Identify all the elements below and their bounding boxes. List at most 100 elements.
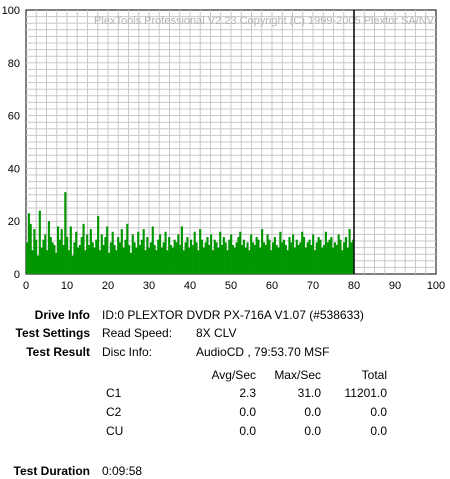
c1-error-bar (58, 239, 61, 274)
c1-error-bar (299, 242, 302, 274)
c1-error-bar (228, 239, 231, 274)
c1-error-bar (268, 239, 271, 274)
c1-error-bar (304, 247, 307, 274)
drive-info-value: ID:0 PLEXTOR DVDR PX-716A V1.07 (#538633… (102, 308, 364, 322)
test-settings-label: Test Settings (15, 326, 90, 340)
c1-error-bar (230, 234, 233, 274)
c1-error-bar (341, 250, 344, 274)
c1-error-bar (222, 237, 225, 274)
c1-error-bar (142, 229, 145, 274)
c1-error-bar (288, 237, 291, 274)
c1-error-bar (75, 231, 78, 274)
c1-error-bar (317, 237, 320, 274)
c1-error-bar (275, 244, 278, 274)
c1-error-bar (42, 239, 45, 274)
c1-error-bar (128, 244, 131, 274)
c1-error-bar (324, 231, 327, 274)
c1-error-bar (160, 247, 163, 274)
c1-error-bar (261, 229, 264, 274)
c1-error-bar (295, 239, 298, 274)
c1-error-bar (188, 247, 191, 274)
c1-error-bar (315, 242, 318, 274)
c1-error-bar (100, 234, 103, 274)
c1-error-bar (56, 226, 60, 274)
c1-error-bar (180, 226, 184, 274)
x-tick-label: 10 (61, 280, 73, 292)
c1-error-bar (202, 247, 205, 274)
c1-error-bar (33, 229, 36, 274)
test-duration-label: Test Duration (13, 464, 90, 478)
c1-error-bar (89, 229, 92, 274)
c1-error-bar (350, 242, 353, 274)
c1-error-bar (286, 250, 289, 274)
c1-error-bar (47, 221, 50, 274)
c1-error-bar (166, 250, 169, 274)
c1-error-bar (219, 231, 222, 274)
avg-per-sec-header: Avg/Sec (211, 368, 256, 382)
c1-error-bar (277, 247, 280, 274)
c1-error-bar (115, 250, 118, 274)
c1-error-bar (157, 239, 160, 274)
c1-error-bar (151, 226, 154, 274)
c1-error-bar (281, 242, 284, 274)
c1-error-bar (210, 234, 213, 274)
c1-error-bar (126, 223, 129, 274)
total-header: Total (361, 368, 387, 382)
c1-error-bar (231, 244, 235, 274)
c1-error-bar (102, 244, 105, 274)
c1-error-bar (124, 239, 127, 274)
c1-error-bar (217, 247, 220, 274)
y-tick-label: 0 (14, 269, 20, 281)
c1-error-bar (117, 237, 120, 274)
c1-error-bar (95, 239, 98, 274)
x-tick-label: 70 (307, 280, 319, 292)
c1-error-bar (175, 242, 178, 274)
c1-error-bar (168, 237, 171, 274)
cu-max-value: 0.0 (304, 424, 321, 438)
c1-error-bar (191, 244, 194, 274)
c1-error-bar (208, 244, 211, 274)
x-tick-label: 0 (23, 280, 29, 292)
c1-error-bar (220, 244, 224, 274)
c1-error-bar (226, 250, 229, 274)
c1-error-bar (257, 239, 260, 274)
c1-error-bar (97, 215, 100, 274)
disc-info-value: AudioCD , 79:53.70 MSF (196, 345, 330, 359)
c1-error-bar (149, 242, 153, 274)
y-tick-label: 80 (8, 58, 20, 70)
c1-error-bar (169, 244, 173, 274)
c1-error-bar (69, 226, 72, 274)
c1-error-bar (233, 247, 236, 274)
c1-error-bar (335, 244, 338, 274)
c1-error-bar (38, 210, 41, 274)
x-tick-label: 100 (427, 280, 445, 292)
c1-error-bar (211, 250, 214, 274)
c1-error-bar (148, 247, 151, 274)
x-tick-label: 40 (184, 280, 196, 292)
c1-error-bar (36, 255, 40, 274)
c1-error-bar (108, 252, 111, 274)
c2-avg-value: 0.0 (239, 405, 256, 419)
c1-error-bar (131, 234, 134, 274)
c1-row-label: C1 (106, 386, 122, 400)
c1-error-bar (308, 239, 311, 274)
c1-error-bar (26, 242, 29, 274)
c1-error-bar (310, 244, 313, 274)
c1-error-bars (26, 192, 355, 274)
c1-error-bar (182, 250, 185, 274)
c1-error-bar (35, 239, 38, 274)
c1-error-bar (133, 242, 136, 274)
c1-error-bar (241, 244, 244, 274)
c1-error-bar (113, 244, 116, 274)
axis-tick-labels: 0 10 20 30 40 50 60 70 80 90 100 0 20 40 60 80 100 (2, 5, 446, 292)
c1-error-bar (224, 242, 227, 274)
c1-error-bar (144, 250, 147, 274)
c1-error-bar (264, 244, 267, 274)
x-tick-label: 30 (143, 280, 155, 292)
c1-error-bar (200, 239, 204, 274)
c1-error-bar (266, 234, 269, 274)
c1-avg-value: 2.3 (239, 386, 256, 400)
c1-error-bar (248, 250, 251, 274)
c1-error-bar (177, 234, 180, 274)
c1-error-bar (339, 239, 342, 274)
